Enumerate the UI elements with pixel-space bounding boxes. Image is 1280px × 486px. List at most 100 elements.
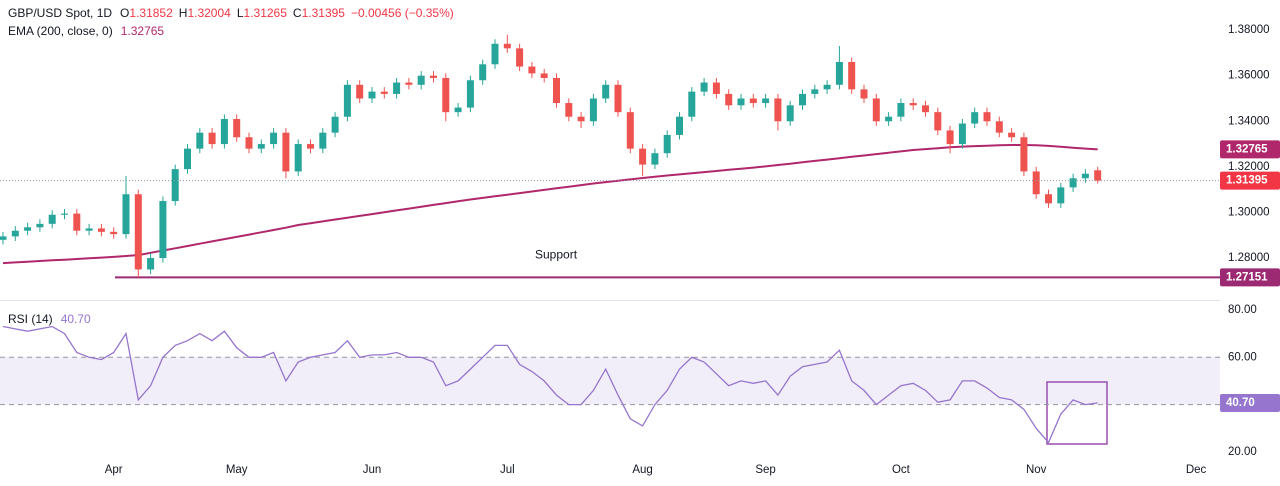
candle-body <box>442 77 450 113</box>
candle-body <box>516 48 524 67</box>
candle-body <box>122 194 130 235</box>
candle-body <box>565 103 573 117</box>
candle-body <box>11 230 19 237</box>
candle-body <box>147 258 155 270</box>
rsi-name: RSI (14) <box>8 312 53 326</box>
legend-rsi: RSI (14) 40.70 <box>8 312 91 326</box>
support-badge: 1.27151 <box>1226 271 1268 283</box>
candle-body <box>700 82 708 92</box>
candle-body <box>712 82 720 94</box>
candle-body <box>159 201 167 259</box>
candle-body <box>860 89 868 99</box>
candle-body <box>36 223 44 228</box>
x-tick-label: Oct <box>892 464 911 476</box>
candle-body <box>835 62 843 85</box>
candle-body <box>1008 132 1016 138</box>
candle-body <box>245 137 253 149</box>
legend-ema: EMA (200, close, 0) 1.32765 <box>8 24 164 38</box>
candle-body <box>319 132 327 149</box>
rsi-tick-label: 20.00 <box>1228 446 1257 458</box>
legend-price: GBP/USD Spot, 1D O1.31852 H1.32004 L1.31265… <box>8 6 454 20</box>
y-tick-label: 1.36000 <box>1228 70 1270 82</box>
candle-body <box>503 43 511 49</box>
rsi-line <box>2 325 1098 444</box>
candle-body <box>553 77 560 104</box>
candle-body <box>270 132 278 145</box>
candle-body <box>922 105 929 113</box>
c-value: 1.31395 <box>302 6 346 20</box>
candle-body <box>676 116 683 135</box>
candle-body <box>663 134 671 154</box>
change: −0.00456 (−0.35%) <box>351 6 454 20</box>
candle-body <box>725 93 733 106</box>
candle-body <box>48 214 56 224</box>
candle-body <box>811 89 819 94</box>
candle-body <box>540 73 548 78</box>
candle-body <box>958 123 966 145</box>
candle-body <box>331 116 339 133</box>
last-price-badge: 1.31395 <box>1226 175 1268 187</box>
x-tick-label: May <box>226 464 248 476</box>
x-tick-label: Apr <box>105 464 123 476</box>
candle-body <box>393 82 401 94</box>
candle-body <box>528 66 536 74</box>
candle-body <box>823 84 831 90</box>
candle-body <box>1045 194 1052 204</box>
candle-body <box>380 91 388 94</box>
candle-body <box>614 84 622 113</box>
candle-body <box>971 112 979 124</box>
candle-body <box>577 116 585 122</box>
ema-value: 1.32765 <box>121 24 165 38</box>
support-badge-bg <box>1220 268 1280 287</box>
annotation-box <box>1046 381 1108 445</box>
candle-body <box>405 82 413 85</box>
candle-body <box>774 98 782 122</box>
candle-body <box>61 213 68 215</box>
candle-body <box>356 84 364 99</box>
candle-body <box>184 148 191 170</box>
candle-body <box>171 169 179 202</box>
candle-body <box>73 213 81 231</box>
rsi-band <box>0 357 1220 405</box>
x-tick-label: Dec <box>1186 464 1207 476</box>
candle-body <box>786 105 794 122</box>
candle-body <box>848 62 856 90</box>
candle-body <box>983 112 991 122</box>
candle-body <box>97 228 105 232</box>
candle-body <box>897 103 905 117</box>
candle-body <box>934 112 942 131</box>
candle-body <box>417 75 425 85</box>
o-label: O <box>120 6 129 20</box>
rsi-badge-bg <box>1220 393 1280 412</box>
candle-body <box>1094 170 1102 181</box>
candle-body <box>885 116 893 122</box>
candle-body <box>196 132 204 149</box>
x-tick-label: Sep <box>755 464 775 476</box>
c-label: C <box>293 6 302 20</box>
symbol: GBP/USD Spot, 1D <box>8 6 112 20</box>
candle-body <box>220 118 228 145</box>
candle-body <box>208 132 216 145</box>
candle-body <box>430 75 437 78</box>
candle-body <box>24 227 32 231</box>
ema-name: EMA (200, close, 0) <box>8 24 113 38</box>
candle-body <box>491 43 499 65</box>
ema-badge-bg <box>1220 140 1280 159</box>
candle-body <box>307 144 314 149</box>
candle-body <box>1081 173 1089 179</box>
candle-body <box>1057 187 1065 204</box>
last-price-badge-bg <box>1220 171 1280 190</box>
rsi-tick-label: 80.00 <box>1228 304 1257 316</box>
candle-body <box>946 130 954 145</box>
ema-line <box>2 144 1098 265</box>
candle-body <box>85 228 93 231</box>
candle-body <box>110 231 118 235</box>
o-value: 1.31852 <box>129 6 173 20</box>
x-tick-label: Jul <box>500 464 515 476</box>
candle-body <box>294 144 302 172</box>
candle-body <box>639 148 647 165</box>
candle-body <box>602 84 610 99</box>
support-label: Support <box>535 248 578 262</box>
ema-badge: 1.32765 <box>1226 143 1268 155</box>
